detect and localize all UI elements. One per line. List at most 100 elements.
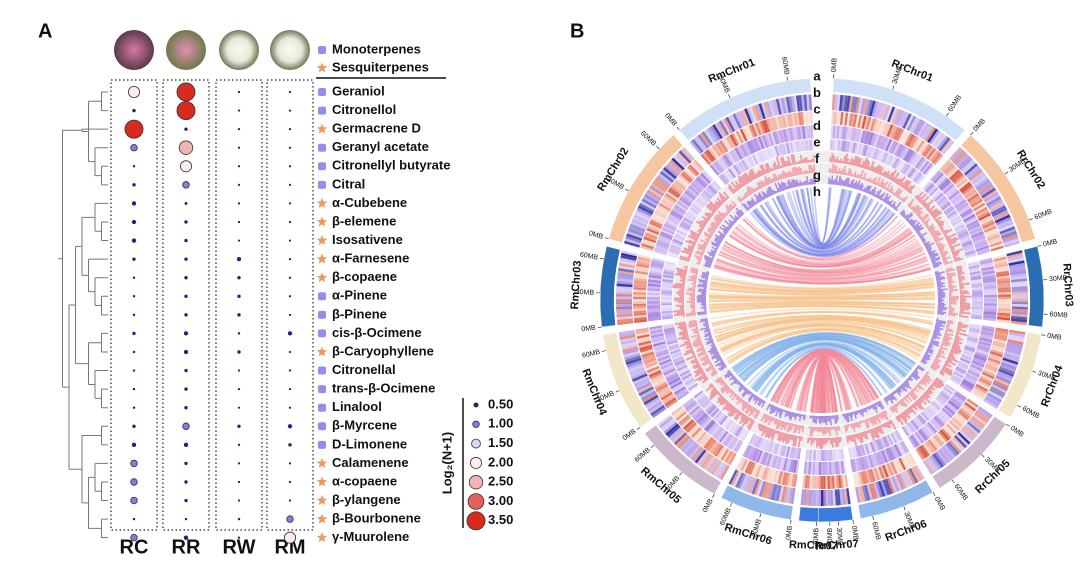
track-bar (945, 267, 953, 271)
track-bar (899, 209, 905, 215)
tick-label: 30MB (751, 518, 763, 538)
track-stripe (697, 196, 708, 205)
track-bar (873, 403, 878, 410)
ribbon (764, 346, 887, 399)
track-stripe (649, 268, 663, 273)
track-stripe (960, 238, 972, 245)
track-stripe (786, 472, 792, 487)
track-stripe (676, 364, 688, 372)
bubble (132, 369, 136, 372)
track-stripe (752, 435, 759, 447)
ribbon (734, 227, 914, 267)
chromosome-label: RmChr06 (723, 521, 773, 547)
track-stripe (885, 138, 893, 152)
track-bar (777, 176, 780, 181)
track-stripe (869, 147, 876, 159)
ribbon (716, 317, 930, 342)
track-bar (863, 419, 869, 429)
track-stripe (961, 211, 975, 221)
track-stripe (752, 123, 760, 137)
track-stripe (775, 98, 782, 115)
track-bar (710, 346, 717, 350)
ribbon (820, 356, 826, 414)
track-bar (673, 313, 685, 317)
track-stripe (647, 311, 661, 315)
track-stripe (768, 118, 775, 132)
track-stripe (683, 215, 695, 223)
track-bar (892, 204, 896, 209)
track-bar (784, 182, 788, 190)
track-bar (856, 433, 860, 440)
track-stripe (987, 234, 1001, 242)
ribbon (732, 332, 916, 371)
track-bar (915, 400, 925, 411)
track-stripe (929, 438, 940, 450)
legend-bubble (473, 402, 479, 408)
track-stripe (739, 128, 748, 142)
bubble (184, 387, 188, 391)
track-stripe (633, 301, 647, 304)
ribbon (721, 324, 924, 353)
track-bar (833, 178, 836, 185)
track-bar (754, 410, 761, 420)
track-stripe (634, 377, 650, 387)
track-bar (900, 210, 906, 216)
track-stripe (975, 245, 989, 252)
track-bar (703, 231, 713, 238)
track-stripe (958, 206, 971, 216)
track-bar (735, 395, 740, 401)
track-bar (673, 309, 685, 313)
track-bar (775, 156, 782, 169)
track-stripe (744, 476, 753, 492)
track-bar (700, 291, 707, 294)
track-stripe (736, 162, 744, 174)
track-stripe (985, 394, 1001, 405)
track-stripe (954, 368, 966, 375)
track-bar (852, 183, 855, 189)
track-bar (909, 190, 913, 195)
track-bar (800, 181, 804, 186)
track-stripe (859, 444, 864, 457)
track-bar (770, 167, 774, 172)
track-bar (691, 309, 696, 311)
track-stripe (790, 95, 796, 113)
track-stripe (727, 436, 737, 449)
bubble (237, 350, 241, 354)
track-stripe (948, 439, 962, 454)
track-stripe (755, 464, 762, 478)
track-stripe (973, 356, 986, 364)
track-stripe (809, 449, 813, 461)
track-stripe (672, 407, 685, 418)
track-bar (697, 297, 707, 300)
track-stripe (983, 311, 997, 315)
track-stripe (737, 111, 746, 127)
track-stripe (876, 150, 883, 162)
track-stripe (951, 374, 962, 382)
track-stripe (737, 473, 747, 489)
track-bar (877, 425, 882, 434)
tick-label: 0MB (1009, 425, 1025, 439)
track-stripe (665, 336, 677, 342)
track-stripe (961, 185, 974, 196)
track-stripe (1010, 320, 1027, 326)
track-stripe (807, 139, 811, 151)
track-bar (824, 426, 827, 435)
track-stripe (941, 446, 954, 460)
track-stripe (984, 365, 998, 373)
track-stripe (780, 444, 785, 456)
ribbon (714, 263, 930, 284)
track-bar (959, 302, 971, 305)
track-stripe (658, 356, 672, 364)
track-bar (929, 208, 938, 215)
track-stripe (630, 368, 646, 378)
track-stripe (1010, 278, 1028, 283)
track-stripe (766, 482, 773, 499)
track-bar (829, 179, 832, 185)
track-stripe (711, 145, 722, 158)
track-stripe (983, 309, 997, 313)
track-stripe (971, 312, 983, 316)
track-bar (701, 215, 710, 222)
track-stripe (719, 415, 728, 426)
track-bar (941, 256, 946, 259)
track-stripe (857, 486, 863, 503)
